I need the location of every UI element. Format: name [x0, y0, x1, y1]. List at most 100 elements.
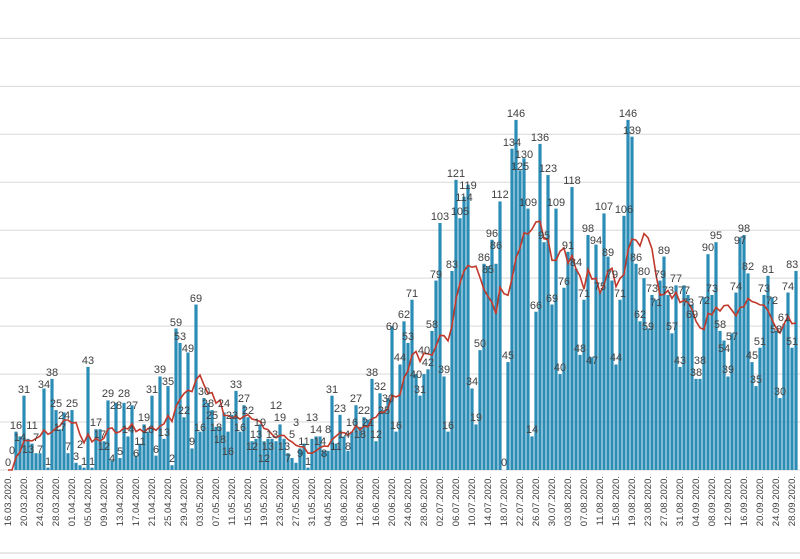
data-label: 31: [146, 384, 158, 396]
bar: [702, 297, 706, 470]
data-label: 12: [370, 429, 382, 441]
bar: [594, 244, 598, 470]
data-label: 44: [394, 352, 406, 364]
x-tick-label: 28.09.2020.: [787, 476, 798, 526]
bar: [90, 467, 94, 470]
data-label: 73: [706, 283, 718, 295]
bar: [526, 208, 530, 471]
bar: [758, 347, 762, 470]
data-label: 14: [314, 436, 326, 448]
data-label: 25: [378, 405, 390, 417]
data-label: 57: [666, 321, 678, 333]
bar: [86, 366, 90, 470]
x-tick-label: 21.04.2020.: [147, 476, 158, 526]
bar: [262, 441, 266, 470]
bar: [738, 237, 742, 470]
bar: [742, 235, 746, 470]
data-label: 24: [58, 410, 70, 422]
bar: [378, 393, 382, 470]
data-label: 3: [73, 451, 79, 463]
bar: [602, 213, 606, 470]
bar: [54, 410, 58, 470]
bar: [398, 364, 402, 470]
data-label: 14: [338, 429, 350, 441]
data-label: 31: [326, 384, 338, 396]
bar: [70, 410, 74, 470]
bar: [110, 460, 114, 470]
data-label: 18: [214, 434, 226, 446]
x-tick-label: 01.04.2020.: [67, 476, 78, 526]
data-label: 109: [519, 197, 537, 209]
bar: [334, 443, 338, 470]
bar: [686, 294, 690, 470]
x-tick-label: 16.03.2020.: [3, 476, 14, 526]
bar: [762, 294, 766, 470]
bar: [282, 438, 286, 470]
bar: [582, 299, 586, 470]
data-label: 59: [170, 317, 182, 329]
bar: [486, 266, 490, 470]
data-label: 16: [142, 424, 154, 436]
bar: [326, 450, 330, 470]
data-label: 13: [22, 444, 34, 456]
data-label: 38: [366, 367, 378, 379]
x-tick-label: 14.07.2020.: [483, 476, 494, 526]
bar: [270, 438, 274, 470]
x-tick-label: 12.09.2020.: [723, 476, 734, 526]
bar: [682, 285, 686, 470]
x-tick-label: 15.05.2020.: [243, 476, 254, 526]
x-tick-label: 27.05.2020.: [291, 476, 302, 526]
data-label: 2: [77, 439, 83, 451]
data-label: 71: [650, 297, 662, 309]
bar: [106, 400, 110, 470]
bar: [566, 251, 570, 470]
bar: [134, 455, 138, 470]
bar: [298, 448, 302, 470]
data-label: 82: [742, 261, 754, 273]
data-label: 77: [670, 273, 682, 285]
data-label: 16: [222, 446, 234, 458]
bar: [710, 294, 714, 470]
bar: [122, 402, 126, 470]
bar: [126, 436, 130, 470]
bar: [722, 340, 726, 470]
data-label: 19: [470, 412, 482, 424]
bar: [562, 287, 566, 470]
bar: [574, 268, 578, 470]
data-label: 139: [623, 125, 641, 137]
data-label: 83: [446, 259, 458, 271]
bar: [422, 374, 426, 470]
data-label: 35: [750, 374, 762, 386]
bar: [242, 405, 246, 470]
bar: [214, 426, 218, 470]
data-label: 89: [602, 247, 614, 259]
data-label: 28: [110, 400, 122, 412]
x-tick-label: 06.07.2020.: [451, 476, 462, 526]
data-label: 0: [501, 457, 507, 469]
data-label: 58: [426, 319, 438, 331]
data-label: 84: [570, 257, 582, 269]
data-label: 12: [270, 400, 282, 412]
data-label: 13: [158, 427, 170, 439]
bar: [354, 405, 358, 470]
data-label: 1: [45, 456, 51, 468]
data-label: 12: [98, 441, 110, 453]
x-tick-label: 08.09.2020.: [707, 476, 718, 526]
bar: [50, 378, 54, 470]
data-label: 121: [447, 168, 465, 180]
bar: [726, 376, 730, 470]
bar: [430, 330, 434, 470]
bar: [302, 443, 306, 470]
bar: [78, 465, 82, 470]
x-tick-label: 31.08.2020.: [675, 476, 686, 526]
data-label: 1: [81, 456, 87, 468]
data-label: 31: [414, 384, 426, 396]
bar: [46, 467, 50, 470]
bar: [730, 333, 734, 470]
data-label: 109: [547, 197, 565, 209]
bar: [530, 436, 534, 470]
data-label: 107: [595, 201, 613, 213]
data-label: 39: [722, 364, 734, 376]
bar: [658, 280, 662, 470]
bar: [646, 328, 650, 470]
